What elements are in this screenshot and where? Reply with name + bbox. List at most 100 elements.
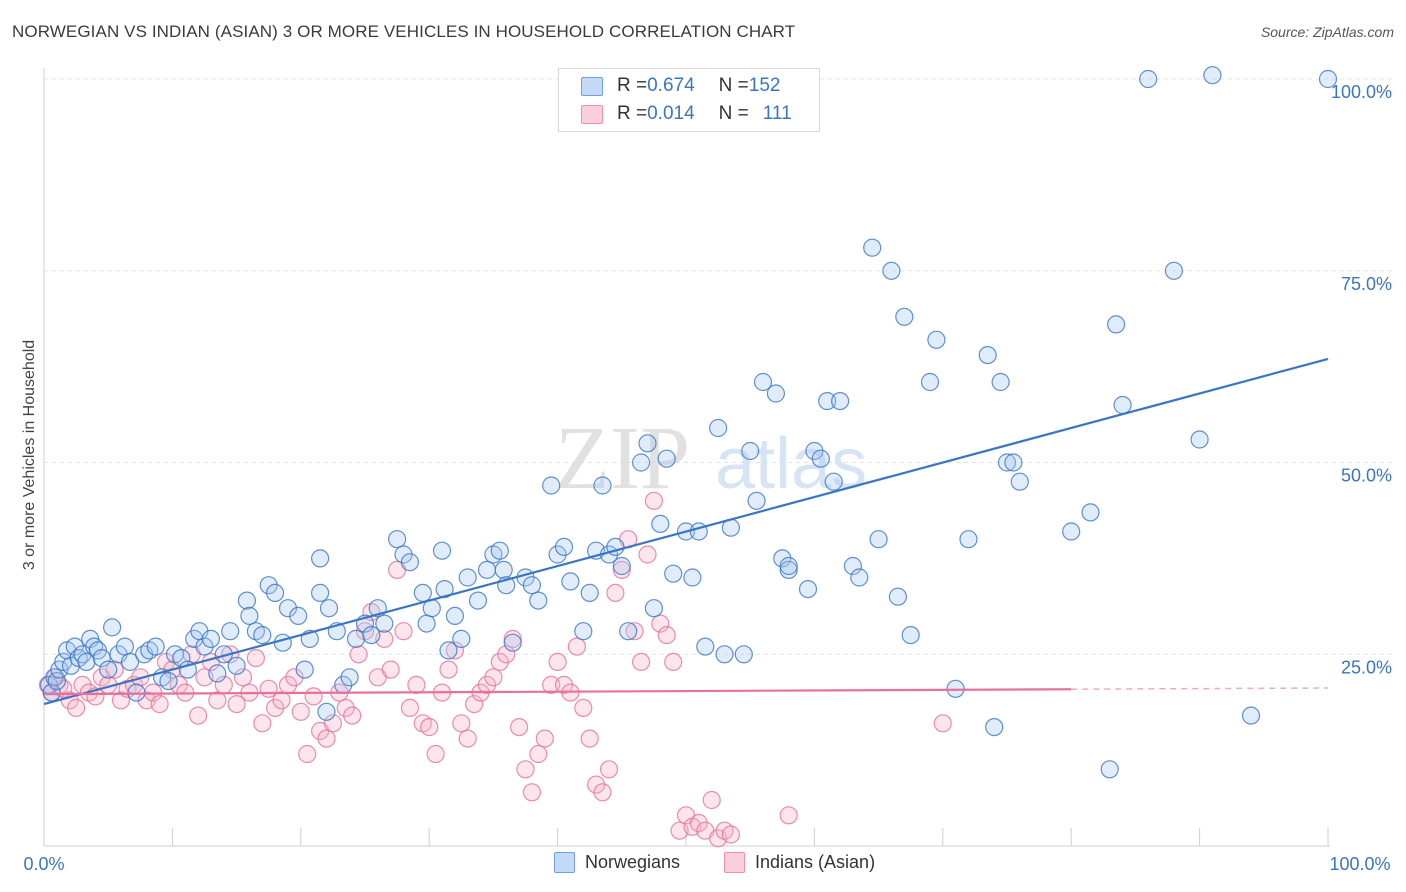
y-axis-label: 3 or more Vehicles in Household xyxy=(21,340,38,570)
data-point-norwegians xyxy=(683,568,702,587)
data-point-norwegians xyxy=(997,453,1017,472)
trend-line-indians xyxy=(43,688,1072,696)
legend-label-norwegians: Norwegians xyxy=(585,852,681,872)
data-point-norwegians xyxy=(529,591,548,610)
data-point-norwegians xyxy=(311,549,330,568)
chart-title: NORWEGIAN VS INDIAN (ASIAN) 3 OR MORE VE… xyxy=(12,22,796,41)
data-point-indians xyxy=(189,706,208,725)
data-point-indians xyxy=(664,652,683,672)
legend-r-value: 0.674 xyxy=(647,75,695,96)
data-point-norwegians xyxy=(278,599,298,618)
data-point-indians xyxy=(343,706,362,725)
data-point-indians xyxy=(644,491,664,510)
data-point-norwegians xyxy=(120,652,140,672)
data-point-norwegians xyxy=(863,238,882,257)
data-point-indians xyxy=(317,729,336,748)
data-point-indians xyxy=(111,691,131,710)
data-point-norwegians xyxy=(400,553,419,572)
legend-n-label: N = xyxy=(718,75,749,96)
data-point-indians xyxy=(227,694,246,714)
data-point-norwegians xyxy=(346,629,366,649)
data-point-norwegians xyxy=(779,556,798,576)
data-point-indians xyxy=(509,717,529,737)
data-point-indians xyxy=(291,702,310,721)
data-point-norwegians xyxy=(985,717,1004,737)
data-point-norwegians xyxy=(468,591,488,610)
data-point-norwegians xyxy=(882,261,901,280)
data-point-norwegians xyxy=(253,625,272,645)
legend-r-label: R = xyxy=(617,75,648,96)
series-legend: Norwegians Indians (Asian) xyxy=(0,852,1406,876)
data-point-indians xyxy=(150,694,169,714)
data-point-norwegians xyxy=(619,622,638,641)
data-point-indians xyxy=(574,698,593,718)
data-point-indians xyxy=(631,652,651,672)
legend-n-value: 111 xyxy=(762,103,792,124)
data-point-norwegians xyxy=(715,645,734,664)
data-point-norwegians xyxy=(445,606,464,626)
data-point-norwegians xyxy=(1081,503,1100,522)
data-point-norwegians xyxy=(240,606,259,626)
data-point-norwegians xyxy=(651,514,670,534)
legend-n-value: 152 xyxy=(748,75,781,96)
data-point-norwegians xyxy=(237,591,256,610)
data-point-indians xyxy=(458,729,477,748)
data-point-indians xyxy=(638,545,657,564)
data-point-norwegians xyxy=(888,587,908,606)
gridlines xyxy=(44,78,1392,655)
data-point-norwegians xyxy=(522,576,542,595)
data-point-indians xyxy=(497,645,516,664)
data-point-indians xyxy=(535,729,554,748)
data-point-norwegians xyxy=(811,449,830,468)
data-point-norwegians xyxy=(311,583,330,603)
data-point-norwegians xyxy=(388,530,407,549)
x-tick-label: 0.0% xyxy=(23,854,64,874)
data-point-norwegians xyxy=(869,530,888,549)
data-point-norwegians xyxy=(1010,472,1029,491)
legend-r-value: 0.014 xyxy=(647,103,695,124)
data-point-indians xyxy=(503,629,522,649)
data-point-norwegians xyxy=(657,449,676,468)
data-point-norwegians xyxy=(490,541,509,560)
axes xyxy=(43,68,1330,847)
data-point-indians xyxy=(529,744,548,764)
data-point-norwegians xyxy=(503,633,522,652)
data-point-norwegians xyxy=(1113,395,1132,415)
data-point-norwegians xyxy=(991,372,1010,392)
data-point-norwegians xyxy=(1241,706,1261,725)
data-point-indians xyxy=(381,660,400,679)
data-point-indians xyxy=(477,675,497,695)
data-point-indians xyxy=(349,645,368,664)
data-point-norwegians xyxy=(47,671,66,691)
data-point-norwegians xyxy=(734,645,753,664)
data-point-indians xyxy=(420,717,439,737)
data-point-indians xyxy=(580,729,599,748)
data-point-norwegians xyxy=(375,614,394,633)
data-point-norwegians xyxy=(561,572,580,591)
data-point-indians xyxy=(516,760,535,779)
legend-n-label: N = xyxy=(718,103,749,124)
data-point-norwegians xyxy=(115,637,135,656)
data-point-indians xyxy=(542,675,561,695)
data-point-indians xyxy=(599,760,619,779)
data-point-norwegians xyxy=(159,671,178,691)
data-point-indians xyxy=(266,698,285,718)
data-point-indians xyxy=(400,698,419,718)
data-point-norwegians xyxy=(959,530,978,549)
data-point-norwegians xyxy=(548,545,567,564)
data-point-norwegians xyxy=(1203,66,1222,85)
data-point-norwegians xyxy=(664,564,683,583)
data-point-norwegians xyxy=(1139,69,1158,89)
watermark-atlas: atlas xyxy=(715,424,867,504)
data-point-norwegians xyxy=(432,541,452,560)
data-point-indians xyxy=(304,687,323,706)
data-point-norwegians xyxy=(435,579,454,599)
data-point-indians xyxy=(298,744,317,764)
data-point-norwegians xyxy=(644,599,664,618)
data-point-norwegians xyxy=(289,606,308,626)
data-point-norwegians xyxy=(208,664,227,683)
data-point-norwegians xyxy=(266,583,285,603)
data-point-norwegians xyxy=(1318,69,1338,89)
watermark-zip: ZIP xyxy=(555,409,690,508)
data-point-norwegians xyxy=(221,622,240,641)
